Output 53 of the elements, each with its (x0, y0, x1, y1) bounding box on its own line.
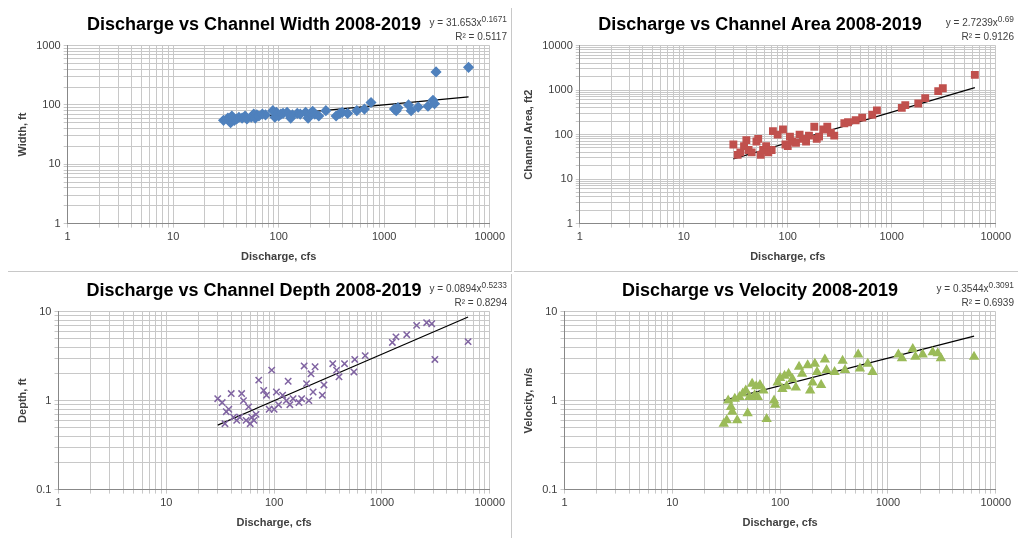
text: R² = 0.8294 (453, 296, 507, 311)
text: R² = 0.9126 (960, 30, 1014, 45)
y-tick-label: 10000 (542, 38, 573, 51)
x-tick-label: 1000 (369, 496, 395, 509)
y-axis-title: Depth, ft (15, 377, 28, 423)
x-tick-label: 10000 (980, 496, 1011, 509)
y-tick-label: 1000 (36, 38, 61, 51)
y-axis-title: Channel Area, ft2 (521, 89, 534, 180)
x-tick-label: 10000 (980, 230, 1011, 243)
x-tick-label: 10 (666, 496, 679, 509)
chart-title: Discharge vs Channel Area 2008-2019 (598, 13, 922, 34)
x-tick-label: 1000 (875, 496, 901, 509)
x-axis-title: Discharge, cfs (236, 516, 312, 529)
y-tick-label: 100 (554, 127, 573, 140)
x-tick-label: 10 (677, 230, 690, 243)
x-tick-label: 1 (64, 230, 71, 243)
x-axis-title: Discharge, cfs (241, 250, 317, 263)
x-tick-label: 10000 (474, 230, 505, 243)
y-axis-title: Width, ft (15, 112, 28, 157)
y-tick-label: 10 (545, 304, 558, 317)
chart-title: Discharge vs Velocity 2008-2019 (621, 279, 899, 300)
text: y = 2.7239x$^{0.69}$ (945, 13, 1014, 31)
y-tick-label: 1 (551, 393, 558, 406)
x-tick-label: 100 (269, 230, 288, 243)
text: R² = 0.6939 (960, 296, 1014, 311)
chart-title: Discharge vs Channel Width 2008-2019 (87, 13, 421, 34)
y-tick-label: 10 (560, 172, 573, 185)
x-tick-label: 10000 (474, 496, 505, 509)
x-axis-title: Discharge, cfs (742, 516, 818, 529)
x-tick-label: 10 (167, 230, 180, 243)
y-tick-label: 1 (45, 393, 52, 406)
text: R² = 0.5117 (454, 30, 507, 45)
text: y = 31.653x$^{0.1671}$ (429, 13, 507, 31)
y-tick-label: 1000 (548, 83, 573, 96)
x-tick-label: 1 (576, 230, 583, 243)
text: y = 0.3544x$^{0.3091}$ (936, 279, 1014, 297)
y-tick-label: 10 (48, 157, 61, 170)
chart-title: Discharge vs Channel Depth 2008-2019 (86, 279, 422, 300)
y-tick-label: 100 (42, 97, 61, 110)
y-tick-label: 1 (566, 216, 573, 229)
x-tick-label: 1000 (879, 230, 904, 243)
y-axis-title: Velocity, m/s (521, 367, 534, 434)
y-tick-label: 0.1 (36, 482, 52, 495)
y-tick-label: 1 (54, 216, 61, 229)
y-tick-label: 0.1 (542, 482, 558, 495)
x-tick-label: 10 (160, 496, 173, 509)
text: y = 0.0894x$^{0.5233}$ (429, 279, 507, 297)
x-tick-label: 100 (264, 496, 284, 509)
x-tick-label: 100 (770, 496, 790, 509)
x-tick-label: 100 (778, 230, 797, 243)
x-axis-title: Discharge, cfs (750, 250, 826, 263)
y-tick-label: 10 (39, 304, 52, 317)
x-tick-label: 1000 (371, 230, 397, 243)
